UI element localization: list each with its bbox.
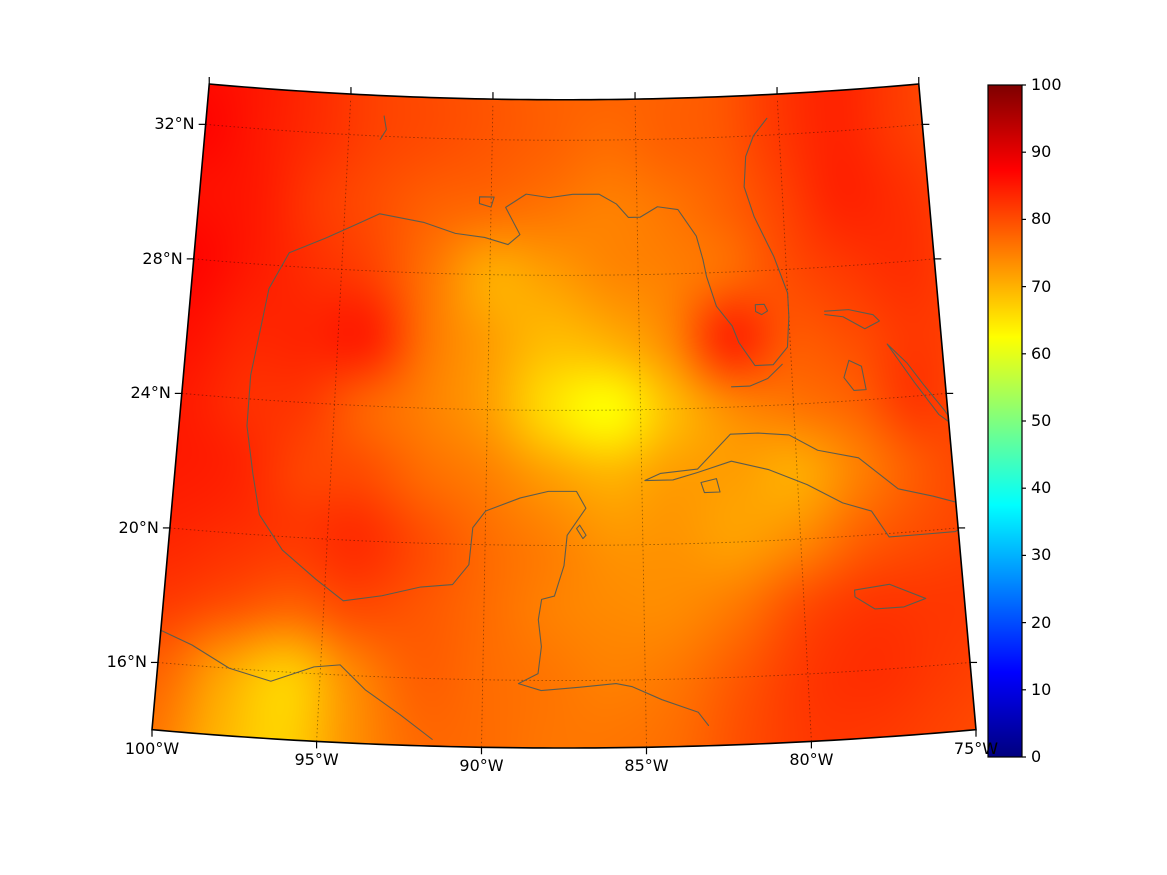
map-area bbox=[152, 84, 976, 748]
colorbar bbox=[988, 85, 1022, 757]
